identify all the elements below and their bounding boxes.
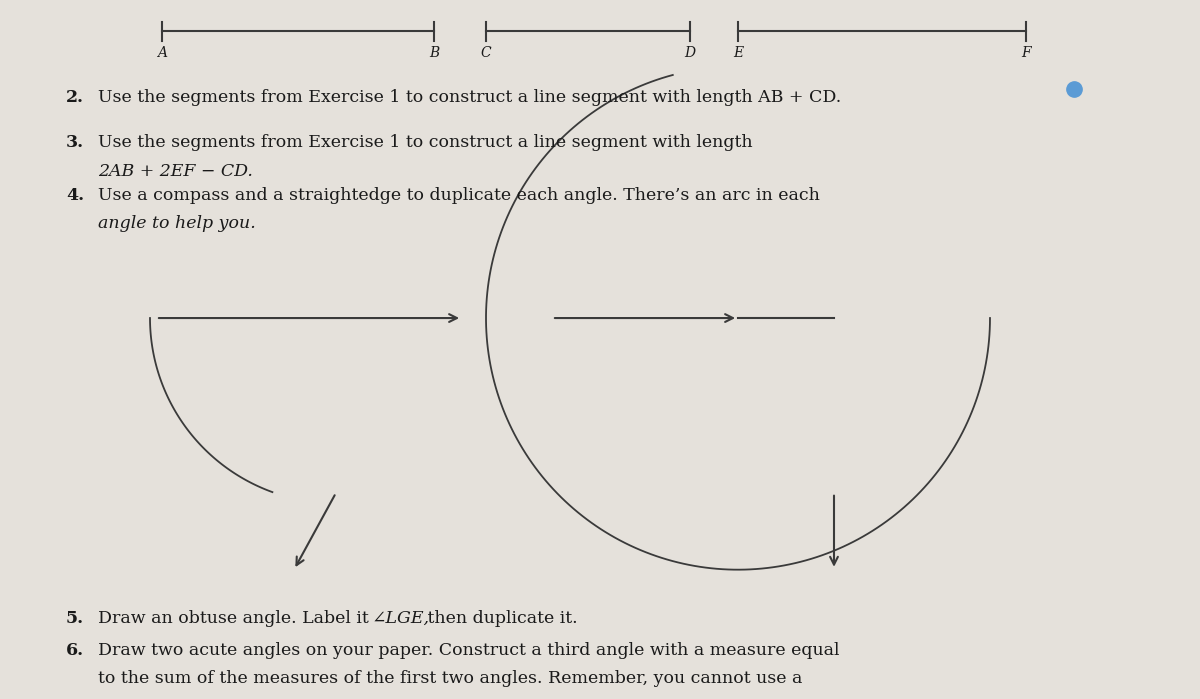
Text: E: E xyxy=(733,46,743,60)
Text: C: C xyxy=(481,46,491,60)
Text: 6.: 6. xyxy=(66,642,84,658)
Text: Use the segments from Exercise 1 to construct a line segment with length: Use the segments from Exercise 1 to cons… xyxy=(98,134,754,151)
Text: h: h xyxy=(1070,85,1078,94)
Text: Draw two acute angles on your paper. Construct a third angle with a measure equa: Draw two acute angles on your paper. Con… xyxy=(98,642,840,658)
Text: to the sum of the measures of the first two angles. Remember, you cannot use a: to the sum of the measures of the first … xyxy=(98,670,803,687)
Text: Draw an obtuse angle. Label it: Draw an obtuse angle. Label it xyxy=(98,610,374,626)
Text: angle to help you.: angle to help you. xyxy=(98,215,256,232)
Text: 5.: 5. xyxy=(66,610,84,626)
Text: Use a compass and a straightedge to duplicate each angle. There’s an arc in each: Use a compass and a straightedge to dupl… xyxy=(98,187,821,203)
Text: A: A xyxy=(157,46,167,60)
Text: then duplicate it.: then duplicate it. xyxy=(422,610,578,626)
Text: D: D xyxy=(684,46,696,60)
Text: 3.: 3. xyxy=(66,134,84,151)
Text: F: F xyxy=(1021,46,1031,60)
Text: B: B xyxy=(430,46,439,60)
Text: ∠LGE,: ∠LGE, xyxy=(372,610,430,626)
Text: 2.: 2. xyxy=(66,89,84,106)
Text: 4.: 4. xyxy=(66,187,84,203)
Text: Use the segments from Exercise 1 to construct a line segment with length AB + CD: Use the segments from Exercise 1 to cons… xyxy=(98,89,841,106)
Text: 2AB + 2EF − CD.: 2AB + 2EF − CD. xyxy=(98,163,253,180)
